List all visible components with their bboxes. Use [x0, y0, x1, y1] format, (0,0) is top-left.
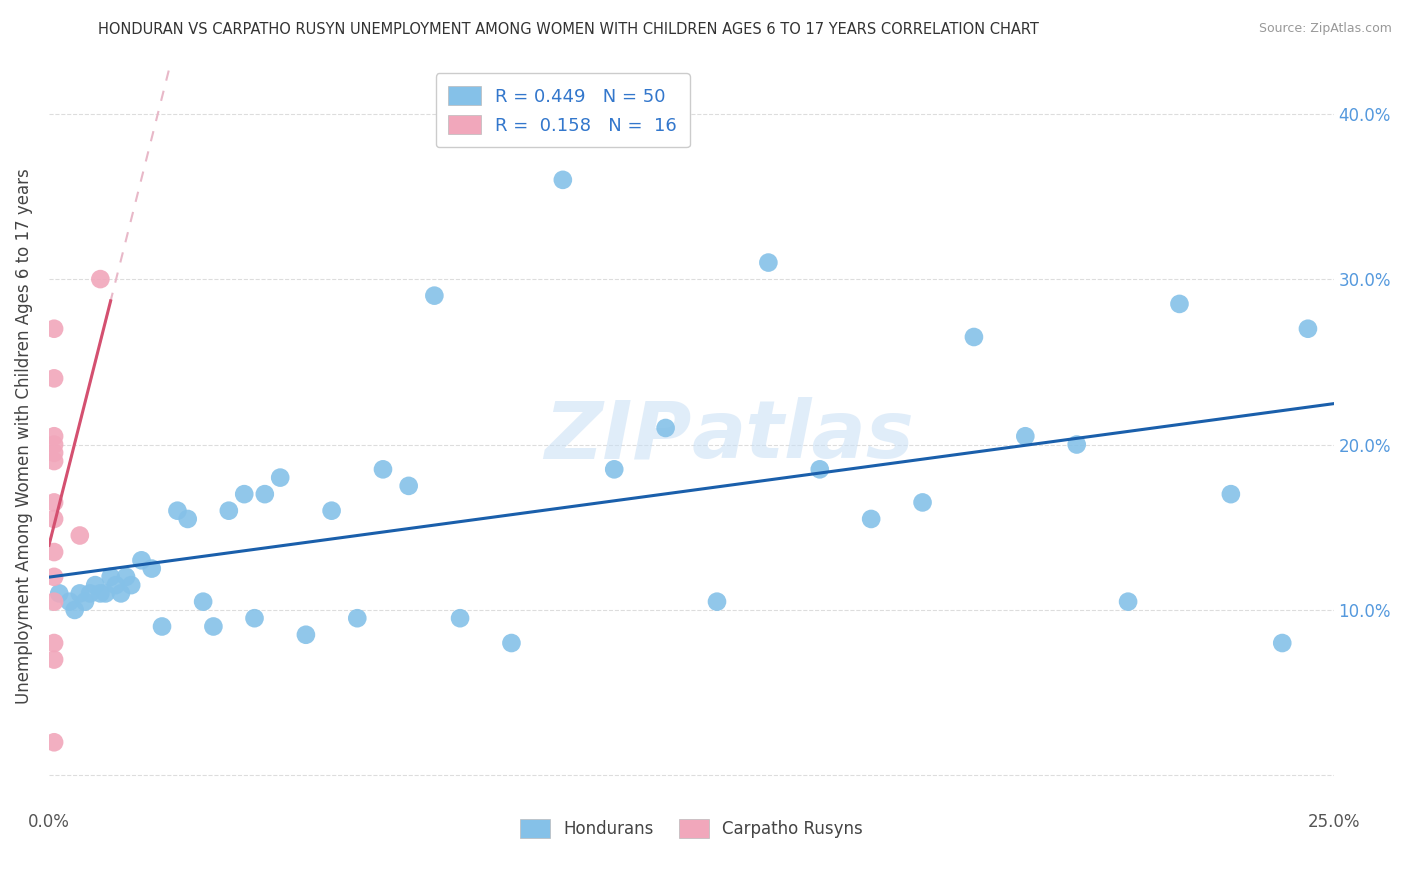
Point	[1116, 595, 1139, 609]
Point	[150, 619, 173, 633]
Point	[1219, 487, 1241, 501]
Point	[1066, 437, 1088, 451]
Point	[42, 636, 65, 650]
Point	[69, 528, 91, 542]
Text: Source: ZipAtlas.com: Source: ZipAtlas.com	[1258, 22, 1392, 36]
Point	[423, 288, 446, 302]
Point	[243, 611, 266, 625]
Point	[115, 570, 138, 584]
Point	[233, 487, 256, 501]
Point	[42, 595, 65, 609]
Point	[94, 586, 117, 600]
Point	[603, 462, 626, 476]
Point	[1271, 636, 1294, 650]
Point	[706, 595, 728, 609]
Point	[42, 446, 65, 460]
Text: ZIP: ZIP	[544, 397, 692, 475]
Point	[398, 479, 420, 493]
Text: atlas: atlas	[692, 397, 914, 475]
Point	[58, 595, 80, 609]
Point	[654, 421, 676, 435]
Point	[253, 487, 276, 501]
Point	[84, 578, 107, 592]
Point	[141, 561, 163, 575]
Point	[1296, 322, 1319, 336]
Point	[42, 735, 65, 749]
Point	[860, 512, 883, 526]
Point	[120, 578, 142, 592]
Point	[42, 570, 65, 584]
Point	[191, 595, 214, 609]
Point	[1014, 429, 1036, 443]
Point	[1168, 297, 1191, 311]
Point	[73, 595, 96, 609]
Text: HONDURAN VS CARPATHO RUSYN UNEMPLOYMENT AMONG WOMEN WITH CHILDREN AGES 6 TO 17 Y: HONDURAN VS CARPATHO RUSYN UNEMPLOYMENT …	[98, 22, 1039, 37]
Point	[42, 454, 65, 468]
Point	[89, 272, 111, 286]
Point	[131, 553, 153, 567]
Point	[110, 586, 132, 600]
Point	[177, 512, 200, 526]
Point	[42, 437, 65, 451]
Point	[269, 470, 291, 484]
Point	[42, 495, 65, 509]
Point	[100, 570, 122, 584]
Point	[449, 611, 471, 625]
Point	[89, 586, 111, 600]
Point	[346, 611, 368, 625]
Point	[42, 545, 65, 559]
Point	[104, 578, 127, 592]
Point	[42, 652, 65, 666]
Point	[808, 462, 831, 476]
Point	[911, 495, 934, 509]
Point	[79, 586, 101, 600]
Legend: Hondurans, Carpatho Rusyns: Hondurans, Carpatho Rusyns	[513, 813, 869, 845]
Point	[42, 512, 65, 526]
Point	[69, 586, 91, 600]
Point	[321, 504, 343, 518]
Point	[218, 504, 240, 518]
Point	[758, 255, 780, 269]
Point	[295, 628, 318, 642]
Point	[501, 636, 523, 650]
Point	[202, 619, 225, 633]
Point	[551, 173, 574, 187]
Point	[371, 462, 394, 476]
Point	[166, 504, 188, 518]
Point	[63, 603, 86, 617]
Y-axis label: Unemployment Among Women with Children Ages 6 to 17 years: Unemployment Among Women with Children A…	[15, 169, 32, 704]
Point	[42, 322, 65, 336]
Point	[48, 586, 70, 600]
Point	[42, 429, 65, 443]
Point	[42, 371, 65, 385]
Point	[963, 330, 986, 344]
